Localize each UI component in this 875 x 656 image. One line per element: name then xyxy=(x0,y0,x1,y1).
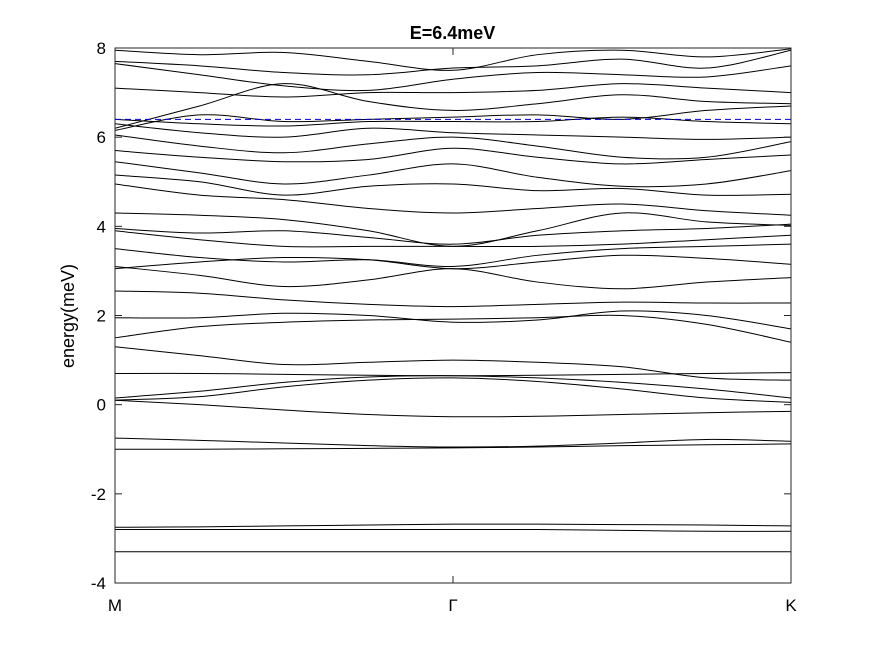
y-tick-label-3: 0 xyxy=(97,396,106,415)
y-tick-label-7: 8 xyxy=(97,39,106,58)
band-line-5 xyxy=(115,437,791,448)
y-tick-label-5: 4 xyxy=(97,217,106,236)
tick-layer: -4 -2 0 2 4 6 8 M Γ K xyxy=(91,39,797,615)
band-line-21 xyxy=(115,174,791,196)
band-line-16 xyxy=(115,243,791,267)
band-line-3 xyxy=(115,523,791,528)
band-line-23 xyxy=(115,147,791,165)
band-line-30 xyxy=(115,63,791,92)
band-line-25 xyxy=(115,123,791,140)
band-line-4 xyxy=(115,443,791,450)
band-line-28 xyxy=(115,83,791,129)
band-line-32 xyxy=(115,48,791,71)
y-tick-label-1: -4 xyxy=(91,574,106,593)
band-line-7 xyxy=(115,377,791,403)
y-axis-label: energy(meV) xyxy=(58,264,78,368)
y-tick-label-6: 6 xyxy=(97,128,106,147)
band-line-20 xyxy=(115,183,791,216)
band-line-6 xyxy=(115,399,791,418)
x-tick-label-3: K xyxy=(785,596,797,615)
band-line-9 xyxy=(115,372,791,377)
x-tick-label-2: Γ xyxy=(448,596,457,615)
band-line-10 xyxy=(115,346,791,381)
band-line-26 xyxy=(115,116,791,127)
y-tick-label-4: 2 xyxy=(97,307,106,326)
y-tick-label-2: -2 xyxy=(91,485,106,504)
plot-area: -4 -2 0 2 4 6 8 M Γ K xyxy=(91,39,797,615)
band-line-19 xyxy=(115,212,791,247)
band-line-15 xyxy=(115,254,791,270)
band-line-22 xyxy=(115,161,791,188)
x-tick-label-1: M xyxy=(108,596,122,615)
band-line-13 xyxy=(115,290,791,308)
series-layer xyxy=(115,48,791,553)
chart-title: E=6.4meV xyxy=(410,23,496,43)
band-line-29 xyxy=(115,83,791,98)
band-line-24 xyxy=(115,134,791,160)
band-line-18 xyxy=(115,223,791,245)
band-line-31 xyxy=(115,49,791,76)
band-line-12 xyxy=(115,310,791,330)
band-line-27 xyxy=(115,105,791,131)
band-line-11 xyxy=(115,314,791,343)
band-line-2 xyxy=(115,528,791,532)
